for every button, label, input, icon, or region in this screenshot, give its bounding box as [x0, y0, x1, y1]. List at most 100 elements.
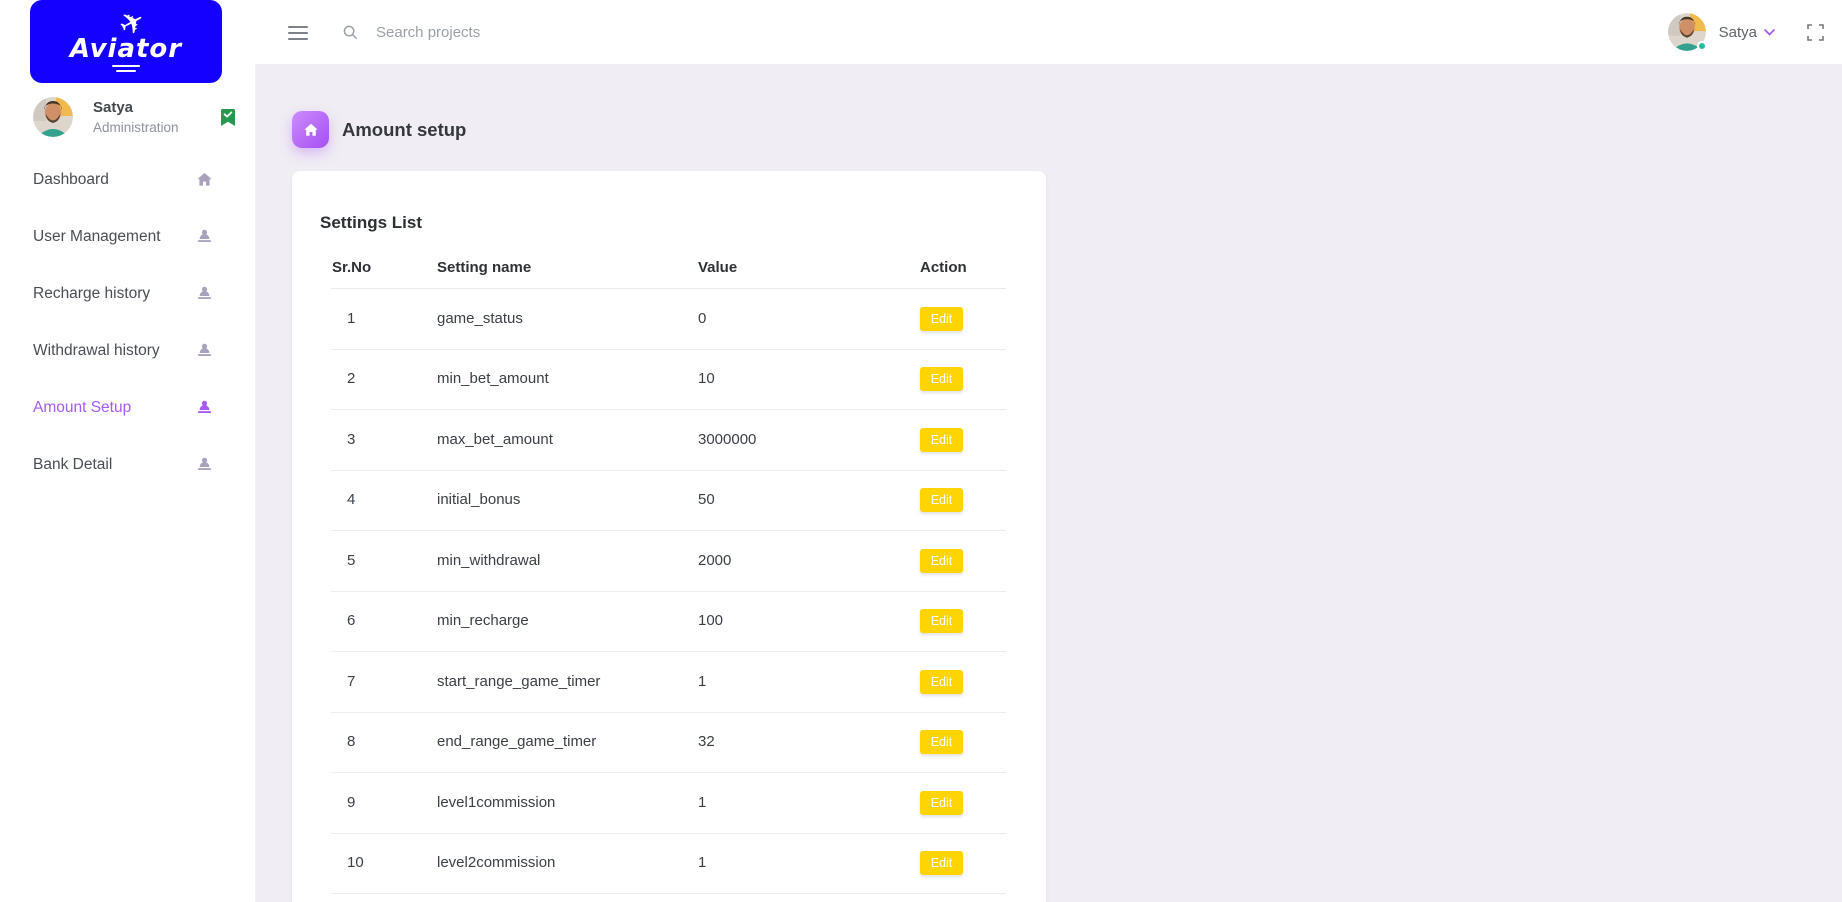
sidebar-item-dashboard[interactable]: Dashboard	[0, 151, 255, 208]
cell-setting-name: start_range_game_timer	[437, 651, 698, 713]
edit-button[interactable]: Edit	[920, 790, 963, 815]
edit-button[interactable]: Edit	[920, 367, 963, 391]
sidebar-item-recharge-history[interactable]: Recharge history	[0, 265, 255, 322]
cell-setting-name: min_withdrawal	[437, 530, 698, 592]
table-row: 1 game_status 0 Edit	[331, 288, 1006, 350]
cell-action: Edit	[920, 591, 1006, 652]
cell-value: 1	[698, 772, 920, 834]
sidebar-item-user-management[interactable]: User Management	[0, 208, 255, 265]
table-row: 8 end_range_game_timer 32 Edit	[331, 712, 1006, 773]
sidebar-item-withdrawal-history[interactable]: Withdrawal history	[0, 322, 255, 379]
sidebar-user-role: Administration	[93, 120, 179, 135]
cell-srno: 10	[331, 833, 437, 894]
topbar-user-name[interactable]: Satya	[1718, 23, 1757, 41]
cell-srno: 2	[331, 349, 437, 410]
cell-setting-name: level3commission	[437, 893, 698, 902]
table-row: 6 min_recharge 100 Edit	[331, 591, 1006, 652]
search-input[interactable]	[376, 23, 796, 41]
settings-card: Settings List Sr.No Setting name Value A…	[292, 171, 1046, 902]
sidebar-nav: Dashboard User Management Recharge histo…	[0, 151, 255, 493]
table-row: 4 initial_bonus 50 Edit	[331, 470, 1006, 531]
table-row: 7 start_range_game_timer 1 Edit	[331, 651, 1006, 713]
chevron-down-icon[interactable]	[1764, 28, 1775, 36]
cell-srno: 5	[331, 530, 437, 592]
col-header-value: Value	[698, 245, 920, 289]
main-content: Amount setup Settings List Sr.No Setting…	[255, 64, 1842, 902]
cell-setting-name: game_status	[437, 288, 698, 350]
table-row: 9 level1commission 1 Edit	[331, 772, 1006, 834]
sidebar-user-card: Satya Administration	[33, 97, 235, 137]
edit-button[interactable]: Edit	[920, 306, 963, 331]
page-header-home-icon	[292, 111, 329, 148]
table-row: 5 min_withdrawal 2000 Edit	[331, 530, 1006, 592]
edit-button[interactable]: Edit	[920, 548, 963, 573]
person-icon	[196, 456, 213, 473]
person-icon	[196, 399, 213, 416]
top-bar: Satya	[0, 0, 1842, 64]
home-icon	[196, 171, 213, 188]
cell-srno: 7	[331, 651, 437, 713]
edit-button[interactable]: Edit	[920, 609, 963, 633]
app-logo-text: Aviator	[69, 33, 183, 64]
cell-action: Edit	[920, 530, 1006, 592]
verified-badge-icon	[221, 108, 235, 126]
cell-setting-name: level2commission	[437, 833, 698, 894]
sidebar-item-amount-setup[interactable]: Amount Setup	[0, 379, 255, 436]
cell-value: 2000	[698, 530, 920, 592]
table-row: 10 level2commission 1 Edit	[331, 833, 1006, 894]
cell-srno: 4	[331, 470, 437, 531]
col-header-srno: Sr.No	[331, 245, 437, 289]
col-header-name: Setting name	[437, 245, 698, 289]
cell-setting-name: max_bet_amount	[437, 409, 698, 471]
logo-underline	[112, 64, 140, 67]
cell-setting-name: min_recharge	[437, 591, 698, 652]
page-title: Amount setup	[342, 118, 467, 140]
card-title: Settings List	[320, 213, 423, 232]
cell-srno: 3	[331, 409, 437, 471]
table-row: 3 max_bet_amount 3000000 Edit	[331, 409, 1006, 471]
cell-srno: 9	[331, 772, 437, 834]
app-logo[interactable]: ✈ Aviator	[30, 0, 222, 83]
cell-action: Edit	[920, 651, 1006, 713]
sidebar-user-name: Satya	[93, 99, 134, 116]
edit-button[interactable]: Edit	[920, 730, 963, 754]
edit-button[interactable]: Edit	[920, 427, 963, 452]
cell-action: Edit	[920, 712, 1006, 773]
cell-setting-name: min_bet_amount	[437, 349, 698, 410]
cell-srno: 6	[331, 591, 437, 652]
table-row: 2 min_bet_amount 10 Edit	[331, 349, 1006, 410]
settings-table: Sr.No Setting name Value Action 1 game_s…	[331, 245, 1006, 902]
cell-action: Edit	[920, 833, 1006, 894]
cell-action: Edit	[920, 470, 1006, 531]
col-header-action: Action	[920, 245, 1006, 289]
hamburger-menu-icon[interactable]	[288, 26, 308, 40]
cell-action: Edit	[920, 349, 1006, 410]
cell-value: 50	[698, 470, 920, 531]
fullscreen-icon[interactable]	[1807, 23, 1824, 41]
cell-srno: 8	[331, 712, 437, 773]
user-avatar[interactable]	[1668, 13, 1707, 51]
cell-setting-name: initial_bonus	[437, 470, 698, 531]
sidebar: ✈ Aviator Satya Administration Dashboard…	[0, 0, 255, 902]
cell-value: 1	[698, 651, 920, 713]
cell-action: Edit	[920, 893, 1006, 902]
cell-value: 0	[698, 288, 920, 350]
online-status-dot	[1696, 41, 1707, 51]
cell-value: 1	[698, 833, 920, 894]
cell-value: 3000000	[698, 409, 920, 471]
edit-button[interactable]: Edit	[920, 669, 963, 694]
cell-action: Edit	[920, 288, 1006, 350]
cell-setting-name: end_range_game_timer	[437, 712, 698, 773]
logo-underline	[116, 69, 136, 72]
person-icon	[196, 342, 213, 359]
edit-button[interactable]: Edit	[920, 851, 963, 875]
settings-table-body: 1 game_status 0 Edit 2 min_bet_amount 10…	[331, 288, 1006, 902]
sidebar-user-avatar	[33, 97, 73, 137]
table-row: 11 level3commission 1 Edit	[331, 893, 1006, 902]
sidebar-item-bank-detail[interactable]: Bank Detail	[0, 436, 255, 493]
cell-value: 10	[698, 349, 920, 410]
edit-button[interactable]: Edit	[920, 488, 963, 512]
person-icon	[196, 285, 213, 302]
cell-value: 32	[698, 712, 920, 773]
cell-srno: 1	[331, 288, 437, 350]
